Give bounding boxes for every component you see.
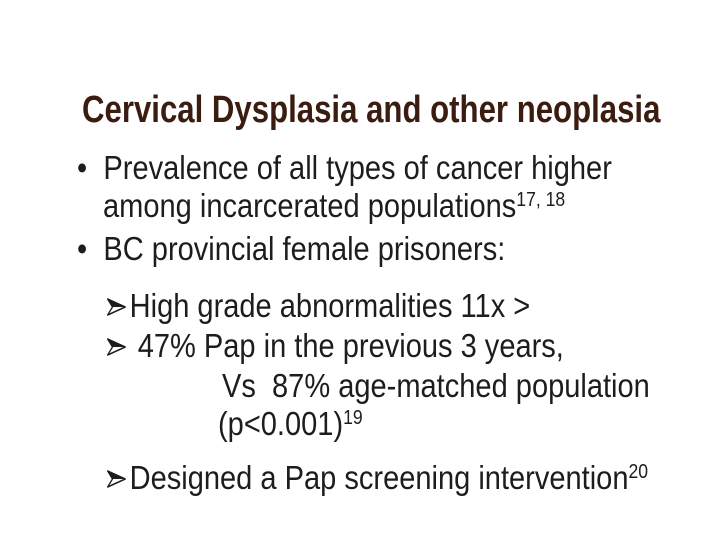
line-text: Vs 87% age-matched population — [221, 367, 650, 404]
sub-bullet-continuation-pvalue: (p<0.001)19 — [181, 367, 382, 486]
line-text: Designed a Pap screening intervention — [129, 459, 629, 496]
sub-bullet-designed-intervention: Designed a Pap screening intervention20 — [68, 421, 720, 540]
dot-bullet-icon: • — [76, 230, 87, 267]
citation-superscript: 19 — [342, 407, 363, 429]
sub-bullet-high-grade: High grade abnormalities 11x > — [68, 249, 588, 363]
line-text: (p<0.001) — [217, 405, 343, 442]
sub-bullet-continuation-vs: Vs 87% age-matched population — [185, 329, 708, 443]
citation-superscript: 17, 18 — [515, 189, 565, 211]
bullet-item-prevalence: • Prevalence of all types of cancer highe… — [40, 111, 685, 225]
citation-superscript: 20 — [628, 461, 648, 483]
slide-title-text: Cervical Dysplasia and other neoplasia — [82, 89, 661, 131]
arrow-bullet-icon — [105, 287, 130, 325]
line-text: BC provincial female prisoners: — [103, 230, 505, 267]
arrow-bullet-icon — [105, 459, 130, 497]
line-text: among incarcerated populations — [102, 187, 516, 224]
line-text: 47% Pap in the previous 3 years, — [129, 327, 564, 364]
line-text: High grade abnormalities 11x > — [129, 287, 530, 324]
arrow-bullet-icon — [105, 327, 130, 365]
slide-title: Cervical Dysplasia and other neoplasia — [40, 44, 720, 176]
bullet-item-continuation: among incarcerated populations17, 18 — [66, 149, 628, 268]
line-text: Prevalence of all types of cancer higher — [103, 149, 612, 186]
dot-bullet-icon: • — [76, 149, 87, 186]
sub-bullet-pap-47: 47% Pap in the previous 3 years, — [68, 289, 626, 403]
bullet-item-bc-prisoners: • BC provincial female prisoners: — [40, 192, 563, 306]
